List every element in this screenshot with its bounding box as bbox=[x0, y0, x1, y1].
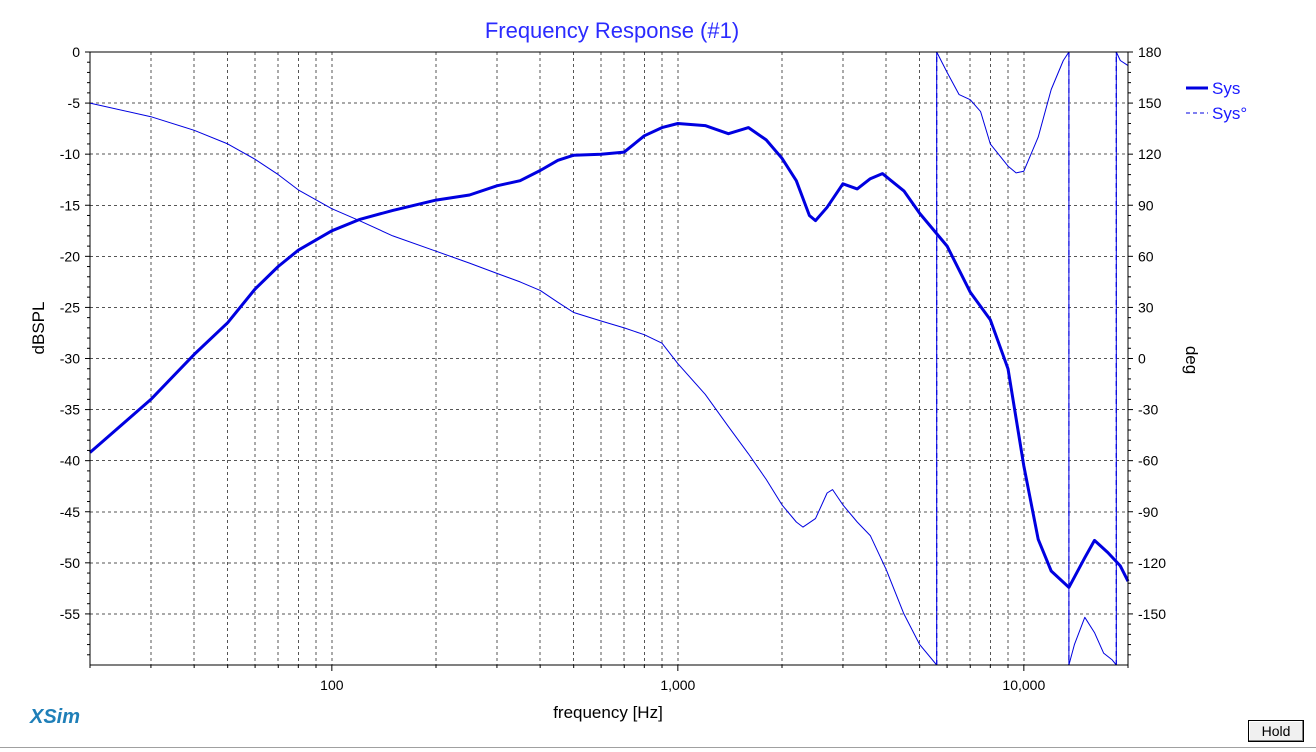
legend-sys-phase-label: Sys° bbox=[1212, 104, 1247, 123]
y-right-tick-label: 30 bbox=[1138, 299, 1154, 315]
series-sys-phase-line bbox=[89, 51, 1129, 666]
chart-title: Frequency Response (#1) bbox=[485, 18, 739, 43]
hold-button[interactable]: Hold bbox=[1248, 720, 1304, 742]
y-right-tick-label: 90 bbox=[1138, 197, 1154, 213]
y-right-tick-label: 180 bbox=[1138, 44, 1162, 60]
divider bbox=[0, 747, 1316, 748]
x-axis-title: frequency [Hz] bbox=[553, 703, 663, 722]
y-left-tick-label: -15 bbox=[60, 197, 80, 213]
y-axis-right-title: deg bbox=[1182, 346, 1201, 374]
grid bbox=[89, 51, 1129, 665]
y-left-tick-label: 0 bbox=[72, 44, 80, 60]
y-left-tick-label: -50 bbox=[60, 555, 80, 571]
axes: 0 -5 -10 -15 -20 -25 -30 -35 -40 -45 -50 -55 180 150 1… bbox=[60, 44, 1166, 693]
legend: Sys Sys° bbox=[1186, 79, 1247, 123]
y-left-tick-label: -25 bbox=[60, 299, 80, 315]
x-tick-label: 100 bbox=[320, 677, 344, 693]
y-left-tick-label: -45 bbox=[60, 504, 80, 520]
y-right-tick-label: -150 bbox=[1138, 606, 1166, 622]
y-left-tick-label: -35 bbox=[60, 402, 80, 418]
y-right-tick-label: 0 bbox=[1138, 351, 1146, 367]
y-left-tick-label: -40 bbox=[60, 453, 80, 469]
y-left-tick-label: -20 bbox=[60, 248, 80, 264]
y-right-tick-label: -90 bbox=[1138, 504, 1158, 520]
y-left-tick-label: -5 bbox=[68, 95, 81, 111]
y-right-tick-label: 120 bbox=[1138, 146, 1162, 162]
y-right-tick-label: 150 bbox=[1138, 95, 1162, 111]
y-axis-left-title: dBSPL bbox=[29, 302, 48, 355]
y-left-tick-label: -30 bbox=[60, 351, 80, 367]
series-layer bbox=[89, 51, 1130, 666]
y-right-tick-label: 60 bbox=[1138, 248, 1154, 264]
x-tick-label: 10,000 bbox=[1002, 677, 1045, 693]
y-right-tick-label: -30 bbox=[1138, 402, 1158, 418]
y-left-tick-label: -10 bbox=[60, 146, 80, 162]
y-right-tick-label: -120 bbox=[1138, 555, 1166, 571]
x-tick-label: 1,000 bbox=[660, 677, 695, 693]
xsim-logo: XSim bbox=[30, 706, 81, 728]
y-right-tick-label: -60 bbox=[1138, 453, 1158, 469]
y-left-tick-label: -55 bbox=[60, 606, 80, 622]
series-sys-line bbox=[89, 122, 1130, 589]
legend-sys-label: Sys bbox=[1212, 79, 1240, 98]
